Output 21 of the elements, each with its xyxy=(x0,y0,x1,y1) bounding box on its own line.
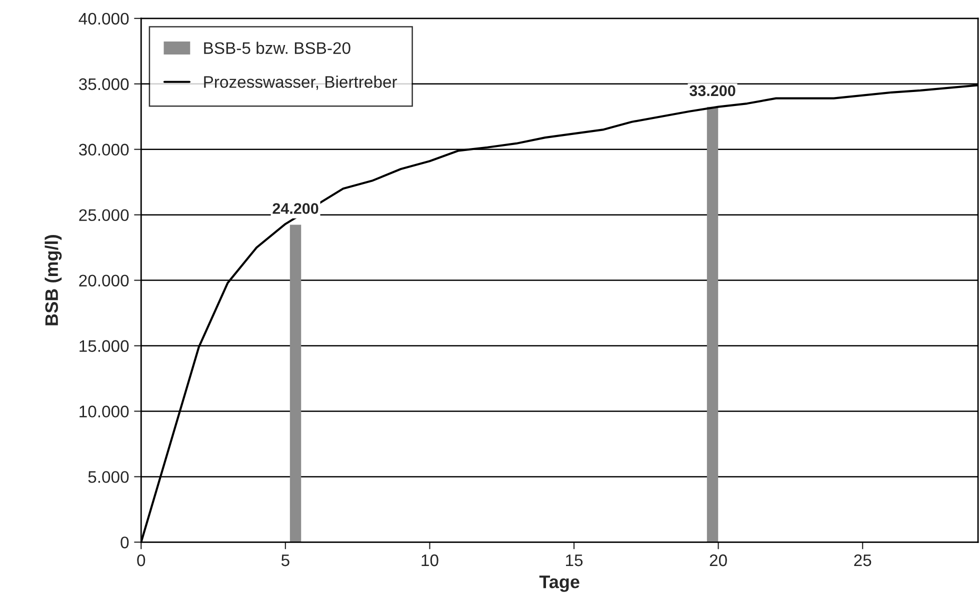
x-tick-label: 20 xyxy=(710,554,727,566)
x-tick-label: 5 xyxy=(281,554,290,566)
y-tick-label: 40.000 xyxy=(78,12,129,25)
y-tick-label: 0 xyxy=(120,536,129,548)
legend-label: BSB-5 bzw. BSB-20 xyxy=(204,42,350,54)
y-tick-label: 15.000 xyxy=(80,340,129,352)
y-tick-label: 20.000 xyxy=(79,274,129,286)
y-tick-label: 35.000 xyxy=(78,78,129,90)
y-tick-label: 30.000 xyxy=(78,144,129,156)
y-tick-label: 25.000 xyxy=(79,209,129,222)
y-axis-title: BSB (mg/l) xyxy=(44,235,62,326)
data-label: 24.200 xyxy=(272,203,318,214)
legend-label: Prozesswasser, Biertreber xyxy=(204,76,398,90)
data-label: 33.200 xyxy=(690,85,736,96)
x-tick-label: 15 xyxy=(566,554,583,566)
y-tick-label: 10.000 xyxy=(80,406,129,418)
x-tick-label: 10 xyxy=(422,554,438,566)
y-tick-label: 5.000 xyxy=(88,471,129,483)
x-tick-label: 25 xyxy=(854,554,872,566)
x-axis-title: Tage xyxy=(539,576,580,592)
x-tick-label: 0 xyxy=(137,554,146,566)
